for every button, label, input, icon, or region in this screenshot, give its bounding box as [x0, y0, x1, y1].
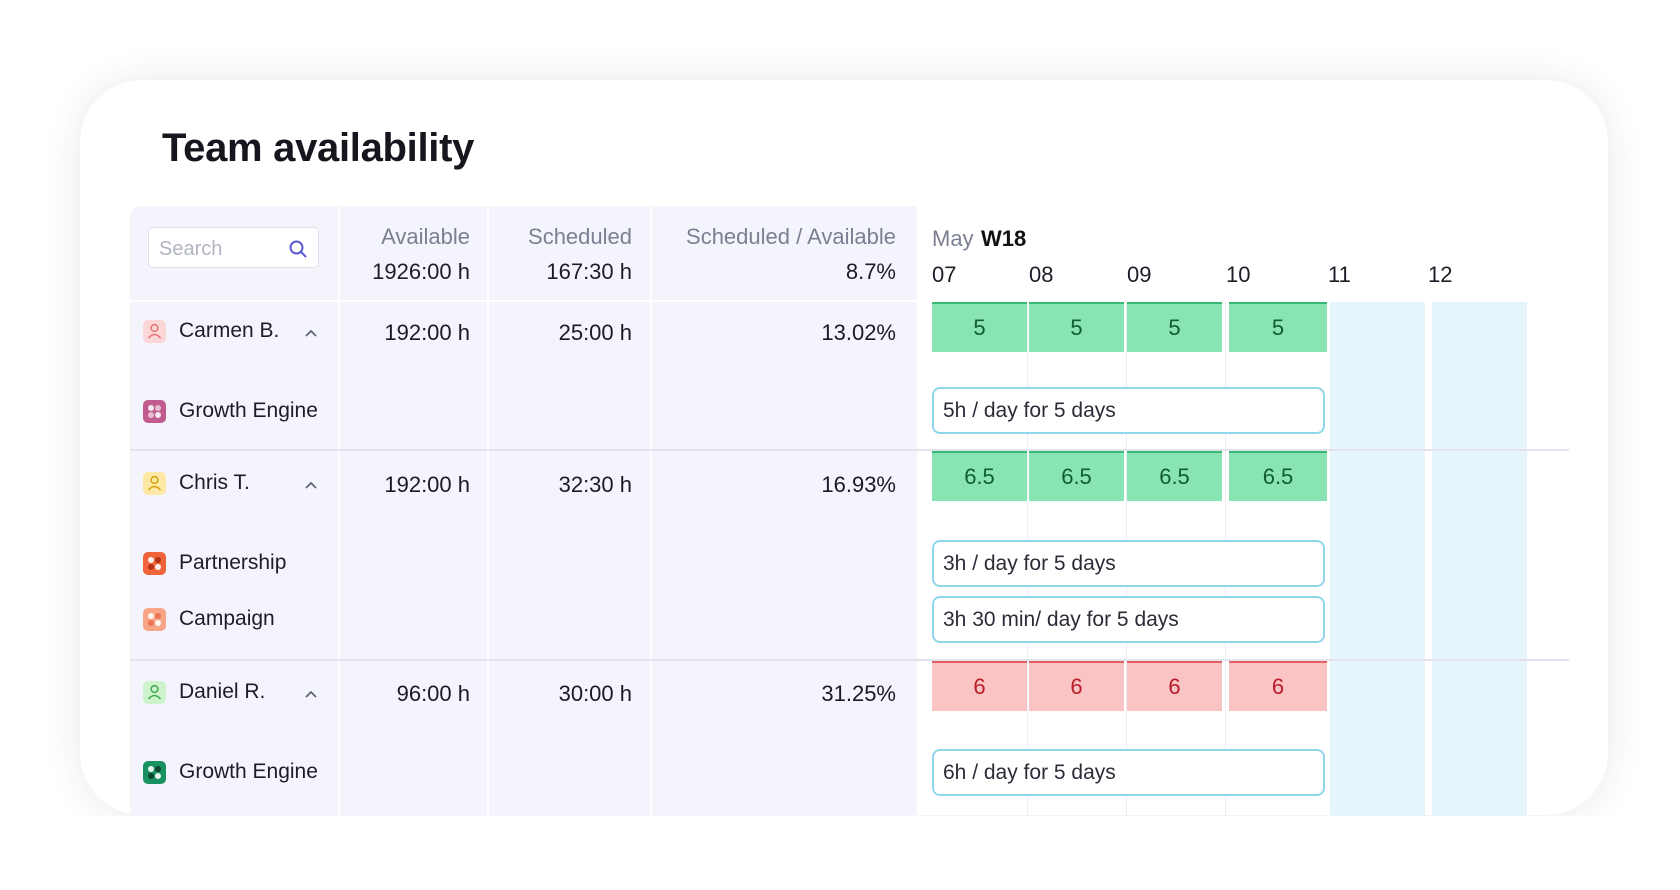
- chevron-up-icon[interactable]: [304, 477, 318, 495]
- day-hours-cell[interactable]: 5: [932, 302, 1027, 352]
- day-hours-cell[interactable]: 6.5: [1029, 451, 1124, 501]
- allocation-pill[interactable]: 5h / day for 5 days: [932, 387, 1325, 434]
- card-bottom-fade: [0, 816, 1680, 890]
- project-name: Partnership: [179, 551, 287, 574]
- calendar-month: May: [932, 226, 974, 251]
- project-icon: [143, 761, 166, 784]
- day-hours-cell[interactable]: 6: [1229, 661, 1327, 711]
- chevron-up-icon[interactable]: [304, 325, 318, 343]
- project-name: Growth Engine: [179, 399, 318, 422]
- day-hours-cell[interactable]: 5: [1029, 302, 1124, 352]
- day-hours-cell[interactable]: 6: [1127, 661, 1222, 711]
- column-ratio-label: Scheduled / Available: [686, 224, 896, 249]
- allocation-pill[interactable]: 3h 30 min/ day for 5 days: [932, 596, 1325, 643]
- member-available: 192:00 h: [384, 472, 470, 497]
- calendar-week: W18: [981, 226, 1027, 251]
- user-icon: [143, 472, 166, 495]
- column-scheduled-label: Scheduled: [528, 224, 632, 249]
- project-name: Growth Engine: [179, 760, 318, 783]
- day-label: 11: [1328, 262, 1351, 287]
- user-icon: [143, 320, 166, 343]
- table-panel: [130, 206, 917, 826]
- day-label: 09: [1127, 262, 1152, 287]
- allocation-pill[interactable]: 3h / day for 5 days: [932, 540, 1325, 587]
- member-ratio: 16.93%: [821, 472, 896, 497]
- member-available: 192:00 h: [384, 320, 470, 345]
- member-name: Chris T.: [179, 471, 250, 494]
- project-name: Campaign: [179, 607, 275, 630]
- member-scheduled: 25:00 h: [558, 320, 632, 345]
- column-available-label: Available: [381, 224, 470, 249]
- member-available: 96:00 h: [396, 681, 470, 706]
- day-hours-cell[interactable]: 6.5: [1127, 451, 1222, 501]
- search-input[interactable]: Search: [148, 227, 319, 268]
- member-scheduled: 30:00 h: [558, 681, 632, 706]
- project-icon: [143, 400, 166, 423]
- project-icon: [143, 552, 166, 575]
- day-hours-cell[interactable]: 6.5: [1229, 451, 1327, 501]
- day-hours-cell[interactable]: 5: [1127, 302, 1222, 352]
- project-icon: [143, 608, 166, 631]
- allocation-pill[interactable]: 6h / day for 5 days: [932, 749, 1325, 796]
- day-label: 07: [932, 262, 957, 287]
- member-ratio: 31.25%: [821, 681, 896, 706]
- column-ratio-total: 8.7%: [845, 259, 896, 284]
- day-hours-cell[interactable]: 6.5: [932, 451, 1027, 501]
- day-label: 10: [1226, 262, 1251, 287]
- weekend-column: [1330, 302, 1425, 816]
- day-hours-cell[interactable]: 6: [1029, 661, 1124, 711]
- weekend-column: [1432, 302, 1527, 816]
- day-label: 12: [1428, 262, 1453, 287]
- day-label: 08: [1029, 262, 1054, 287]
- column-scheduled-total: 167:30 h: [546, 259, 632, 284]
- day-hours-cell[interactable]: 6: [932, 661, 1027, 711]
- search-placeholder: Search: [159, 238, 223, 260]
- page-title: Team availability: [162, 126, 475, 170]
- member-name: Daniel R.: [179, 680, 266, 703]
- column-available-total: 1926:00 h: [372, 259, 470, 284]
- member-name: Carmen B.: [179, 319, 280, 342]
- day-hours-cell[interactable]: 5: [1229, 302, 1327, 352]
- member-scheduled: 32:30 h: [558, 472, 632, 497]
- chevron-up-icon[interactable]: [304, 686, 318, 704]
- user-icon: [143, 681, 166, 704]
- member-ratio: 13.02%: [821, 320, 896, 345]
